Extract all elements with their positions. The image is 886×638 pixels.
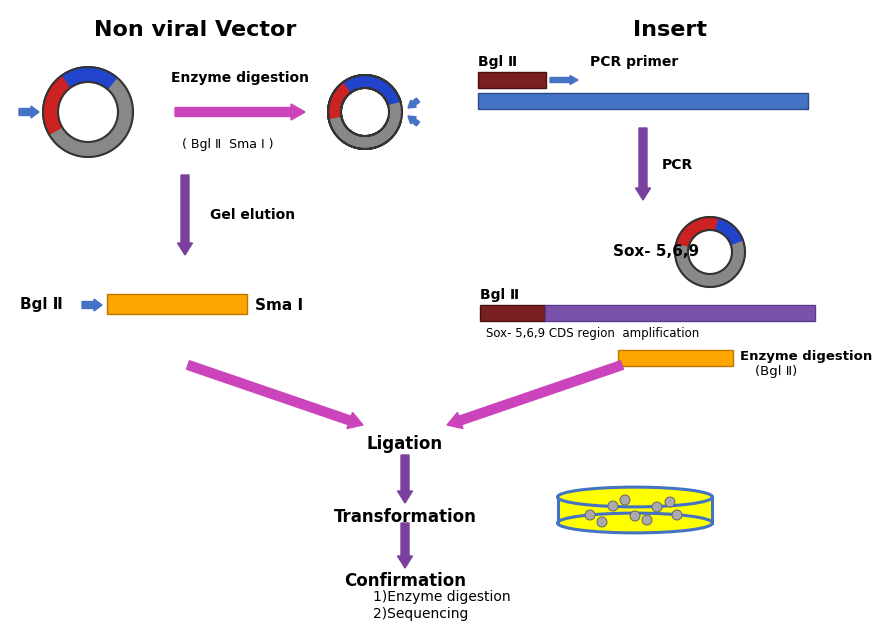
FancyArrow shape [177, 175, 192, 255]
Text: Enzyme digestion: Enzyme digestion [171, 71, 309, 85]
Text: pBR322: pBR322 [75, 115, 100, 121]
FancyArrow shape [19, 106, 39, 118]
Text: Gel elution: Gel elution [210, 208, 295, 222]
Text: Sox- 5,6,9: Sox- 5,6,9 [613, 244, 699, 260]
Polygon shape [328, 82, 351, 119]
Circle shape [620, 495, 630, 505]
Text: Confirmation: Confirmation [344, 572, 466, 590]
Polygon shape [716, 218, 742, 244]
FancyBboxPatch shape [107, 294, 247, 314]
Polygon shape [43, 67, 133, 157]
Text: Bgl Ⅱ: Bgl Ⅱ [478, 55, 517, 69]
FancyBboxPatch shape [558, 497, 713, 523]
Text: Non viral Vector: Non viral Vector [94, 20, 296, 40]
Text: 2)Sequencing: 2)Sequencing [373, 607, 469, 621]
Text: Sma I: Sma I [255, 297, 303, 313]
FancyArrow shape [175, 104, 305, 120]
Text: PCR: PCR [662, 158, 693, 172]
FancyArrow shape [550, 75, 578, 84]
FancyBboxPatch shape [618, 350, 733, 366]
FancyArrow shape [82, 299, 102, 311]
Text: Amp$^r$: Amp$^r$ [72, 101, 90, 111]
Circle shape [665, 497, 675, 507]
Polygon shape [329, 116, 400, 149]
Text: Tet$^r$: Tet$^r$ [88, 101, 102, 110]
Text: Bgl Ⅱ: Bgl Ⅱ [20, 297, 63, 313]
Text: ( Bgl Ⅱ  Sma I ): ( Bgl Ⅱ Sma I ) [183, 138, 274, 151]
Circle shape [597, 517, 607, 527]
FancyArrow shape [447, 360, 624, 429]
Polygon shape [344, 75, 400, 106]
Polygon shape [43, 75, 71, 135]
FancyArrow shape [398, 523, 413, 568]
FancyArrow shape [187, 360, 363, 429]
FancyBboxPatch shape [480, 305, 545, 321]
Polygon shape [388, 103, 402, 122]
Circle shape [672, 510, 682, 520]
FancyBboxPatch shape [478, 93, 808, 109]
Ellipse shape [557, 487, 712, 507]
Text: Tet$^r$: Tet$^r$ [366, 108, 380, 117]
Text: PCR primer: PCR primer [590, 55, 679, 69]
Ellipse shape [557, 513, 712, 533]
Text: Enzyme digestion: Enzyme digestion [740, 350, 872, 363]
Text: Transformation: Transformation [333, 508, 477, 526]
FancyArrow shape [408, 116, 420, 126]
Text: Insert: Insert [633, 20, 707, 40]
Circle shape [608, 501, 618, 511]
Circle shape [652, 502, 662, 512]
Polygon shape [675, 217, 745, 287]
FancyArrow shape [635, 128, 650, 200]
FancyBboxPatch shape [545, 305, 815, 321]
Text: Sox- 5,6,9 CDS region  amplification: Sox- 5,6,9 CDS region amplification [486, 327, 699, 340]
Text: (Bgl Ⅱ): (Bgl Ⅱ) [755, 365, 797, 378]
FancyArrow shape [408, 98, 420, 108]
Polygon shape [676, 217, 719, 246]
Text: Bgl Ⅱ: Bgl Ⅱ [480, 288, 519, 302]
FancyBboxPatch shape [478, 72, 546, 88]
Text: 1)Enzyme digestion: 1)Enzyme digestion [373, 590, 510, 604]
Circle shape [642, 515, 652, 525]
Polygon shape [62, 67, 117, 89]
Circle shape [585, 510, 595, 520]
Circle shape [630, 511, 640, 521]
FancyArrow shape [398, 455, 413, 503]
Text: Ligation: Ligation [367, 435, 443, 453]
